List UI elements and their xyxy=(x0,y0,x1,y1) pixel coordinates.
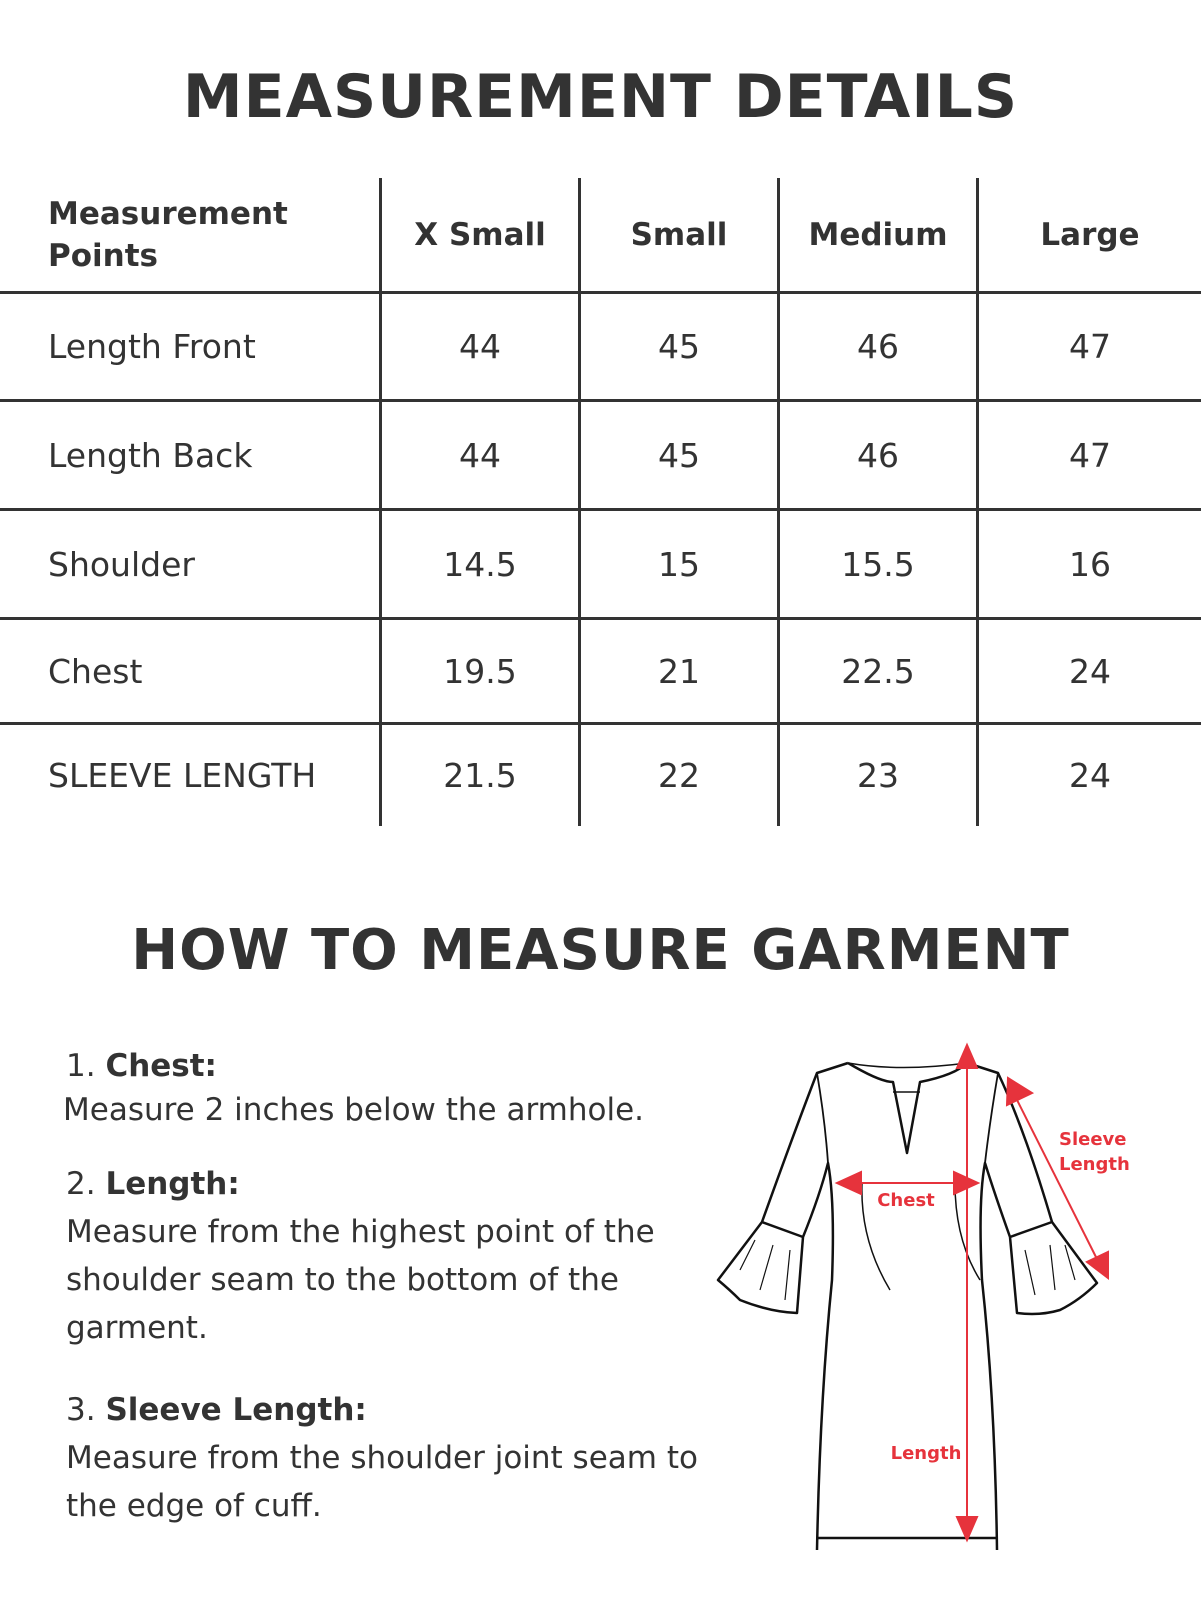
column-header: Large xyxy=(1040,216,1140,253)
table-cell: 15.5 xyxy=(841,544,915,584)
chest-label: Chest xyxy=(877,1190,935,1211)
row-label: Chest xyxy=(48,651,143,691)
table-cell: 44 xyxy=(459,435,501,475)
step-chest: 1. Chest: Measure 2 inches below the arm… xyxy=(63,1048,766,1134)
table-cell: 22.5 xyxy=(841,651,915,691)
row-divider xyxy=(0,399,1201,402)
table-cell: 46 xyxy=(857,327,899,366)
column-divider xyxy=(976,178,979,826)
column-header: Small xyxy=(630,216,728,253)
row-divider xyxy=(0,291,1201,294)
arrow-head xyxy=(1085,1250,1109,1281)
column-divider xyxy=(379,178,382,826)
row-divider xyxy=(0,722,1201,725)
arrow-head xyxy=(955,1042,979,1069)
measure-instructions: 1. Chest: Measure 2 inches below the arm… xyxy=(63,1048,766,1530)
step-text: Measure 2 inches below the armhole. xyxy=(63,1092,645,1128)
table-cell: 44 xyxy=(459,327,501,366)
step-length: 2. Length: Measure from the highest poin… xyxy=(66,1166,766,1352)
sleeve-label-line2: Length xyxy=(1059,1154,1130,1175)
table-cell: 45 xyxy=(658,327,700,366)
table-cell: 45 xyxy=(658,435,700,475)
row-divider xyxy=(0,508,1201,511)
table-cell: 46 xyxy=(857,435,899,475)
table-cell: 15 xyxy=(658,544,700,584)
table-cell: 19.5 xyxy=(443,651,517,691)
measurement-table: Measurement Points X Small Small Medium Larg… xyxy=(0,178,1201,826)
measure-arrows xyxy=(834,1042,1109,1543)
length-label: Length xyxy=(891,1443,962,1464)
step-text: Measure from the shoulder joint seam to … xyxy=(66,1440,698,1524)
column-divider xyxy=(777,178,780,826)
arrow-head xyxy=(955,1516,979,1543)
step-number: 3. xyxy=(66,1392,96,1428)
row-label: Length Back xyxy=(48,435,253,475)
sleeve-label-line1: Sleeve xyxy=(1059,1129,1127,1150)
table-cell: 24 xyxy=(1069,756,1111,795)
page-title: MEASUREMENT DETAILS xyxy=(182,62,1019,132)
table-cell: 24 xyxy=(1069,651,1111,691)
step-name: Length: xyxy=(105,1166,240,1202)
column-header: X Small xyxy=(414,216,546,253)
row-divider xyxy=(0,617,1201,620)
row-label: Length Front xyxy=(48,327,256,366)
table-cell: 21.5 xyxy=(443,756,517,795)
row-label: SLEEVE LENGTH xyxy=(48,756,317,795)
step-number: 1. xyxy=(66,1048,96,1084)
sleeve-length-arrow xyxy=(1011,1089,1101,1266)
section-title: HOW TO MEASURE GARMENT xyxy=(131,918,1070,983)
table-cell: 22 xyxy=(658,756,700,795)
table-cell: 16 xyxy=(1069,544,1111,584)
step-name: Sleeve Length: xyxy=(105,1392,367,1428)
table-cell: 47 xyxy=(1069,327,1111,366)
row-label: Shoulder xyxy=(48,544,195,584)
table-cell: 47 xyxy=(1069,435,1111,475)
table-cell: 14.5 xyxy=(443,544,517,584)
table-cell: 23 xyxy=(857,756,899,795)
step-name: Chest: xyxy=(105,1048,217,1084)
step-sleeve-length: 3. Sleeve Length: Measure from the shoul… xyxy=(66,1392,766,1530)
column-header: Measurement Points xyxy=(48,195,288,274)
arrow-head xyxy=(953,1170,981,1196)
dress-outline xyxy=(716,1061,1099,1551)
table-cell: 21 xyxy=(658,651,700,691)
step-number: 2. xyxy=(66,1166,96,1202)
column-divider xyxy=(578,178,581,826)
arrow-head xyxy=(834,1170,862,1196)
arrow-head xyxy=(1005,1076,1035,1107)
column-header: Medium xyxy=(808,216,948,253)
step-text: Measure from the highest point of the sh… xyxy=(66,1214,655,1346)
